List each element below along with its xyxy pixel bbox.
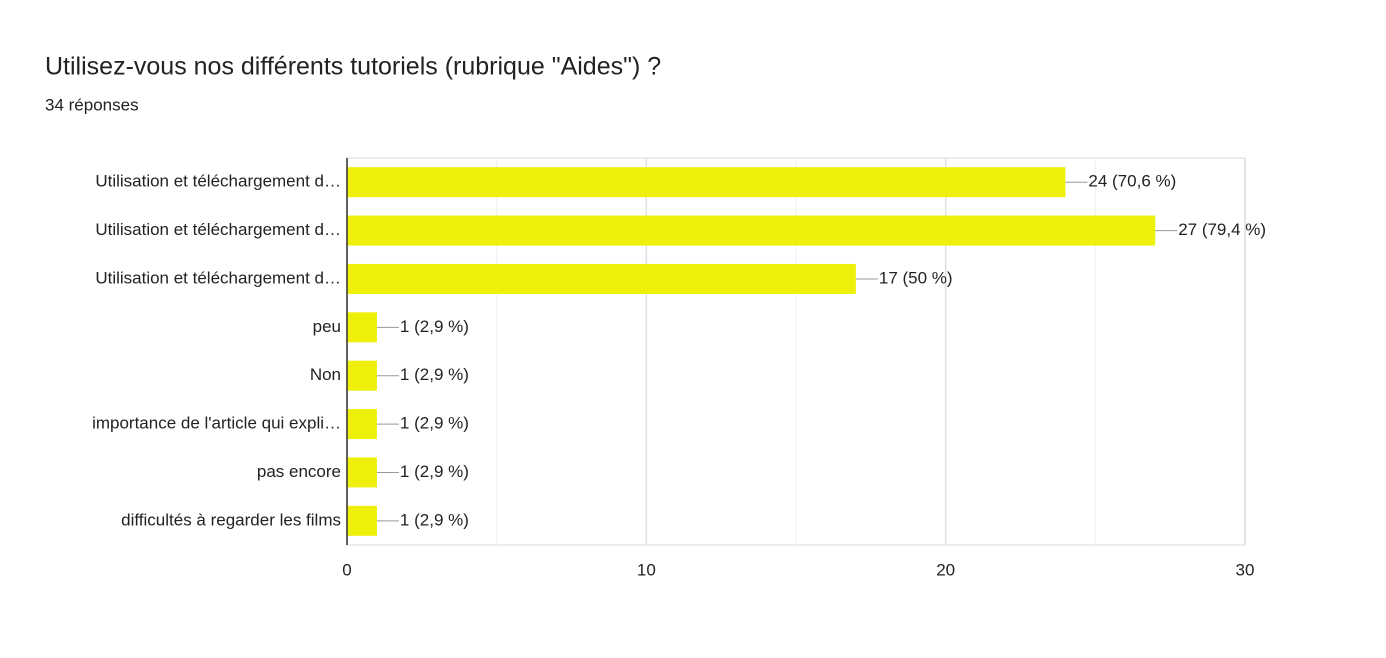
value-label: 1 (2,9 %) [400,510,469,529]
y-tick-label: peu [313,317,341,336]
y-tick-label: Non [310,365,341,384]
x-tick-label: 30 [1236,560,1255,579]
value-label: 17 (50 %) [879,268,953,287]
y-tick-label: difficultés à regarder les films [121,510,341,529]
value-label: 24 (70,6 %) [1088,172,1176,191]
value-label: 1 (2,9 %) [400,365,469,384]
value-label: 1 (2,9 %) [400,414,469,433]
bar [347,215,1156,246]
y-tick-label: Utilisation et téléchargement d… [95,220,341,239]
x-tick-label: 20 [936,560,955,579]
bar [347,457,377,488]
value-label: 1 (2,9 %) [400,317,469,336]
x-tick-label: 10 [637,560,656,579]
bar [347,263,856,294]
bar [347,409,377,440]
value-label: 1 (2,9 %) [400,462,469,481]
chart-title: Utilisez-vous nos différents tutoriels (… [45,53,661,81]
y-tick-label: Utilisation et téléchargement d… [95,268,341,287]
value-label: 27 (79,4 %) [1178,220,1266,239]
chart-subtitle: 34 réponses [45,95,139,114]
y-tick-label: importance de l'article qui expli… [92,414,341,433]
y-tick-label: pas encore [257,462,341,481]
y-tick-label: Utilisation et téléchargement d… [95,172,341,191]
bar [347,360,377,391]
bar [347,167,1066,198]
x-tick-label: 0 [342,560,351,579]
bar [347,312,377,343]
bar [347,505,377,536]
